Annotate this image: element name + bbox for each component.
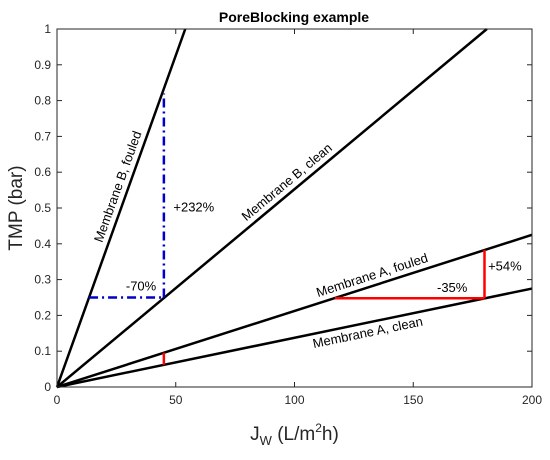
y-axis-label: TMP (bar) [6,165,27,250]
x-axis-label-unit-end: h) [322,424,339,445]
y-tick-label: 0.8 [34,94,51,108]
series-label-2: Membrane B, clean [239,140,335,224]
x-tick-label: 150 [403,393,423,407]
y-tick-label: 0.3 [34,273,51,287]
series-label-1: Membrane B, fouled [91,129,145,244]
x-tick-label: 50 [169,393,183,407]
x-axis-label-unit: (L/m [272,424,315,445]
series-line-1 [55,28,187,388]
x-axis-label-main: J [250,424,260,445]
x-tick-label: 100 [284,393,304,407]
x-axis-label-sub: W [260,433,273,448]
y-tick-label: 0.9 [34,58,51,72]
series-line-2 [56,28,488,388]
annotation-label-4: +54% [488,258,522,273]
annotation-lines [89,93,486,365]
y-tick-label: 0.1 [34,344,51,358]
y-tick-label: 0.4 [34,237,51,251]
y-tick-label: 0.2 [34,308,51,322]
annotation-labels: +232% -70% +54% -35% [126,200,522,295]
series-line-3 [56,233,533,389]
plot-lines [55,28,533,389]
y-tick-label: 0.5 [34,201,51,215]
y-tick-label: 1 [44,22,51,36]
y-tick-label: 0.7 [34,129,51,143]
series-line-4 [56,287,533,389]
chart-title: PoreBlocking example [219,9,369,25]
y-axis-ticks: 0 0.1 0.2 0.3 0.4 0.5 0.6 0.7 0.8 0.9 1 [34,22,532,394]
y-tick-label: 0.6 [34,165,51,179]
series-label-3: Membrane A, fouled [314,250,429,300]
x-tick-label: 200 [522,393,542,407]
x-tick-label: 0 [54,393,61,407]
axes-box [56,28,533,388]
y-tick-label: 0 [44,380,51,394]
annotation-label-2: -70% [126,278,157,293]
annotation-label-1: +232% [173,200,214,215]
annotation-label-5: -35% [437,280,468,295]
series-label-4: Membrane A, clean [311,314,424,351]
x-axis-label-sup: 2 [315,421,322,435]
x-axis-ticks: 0 50 100 150 200 [54,29,542,407]
x-axis-label: JW (L/m2h) [250,421,339,448]
